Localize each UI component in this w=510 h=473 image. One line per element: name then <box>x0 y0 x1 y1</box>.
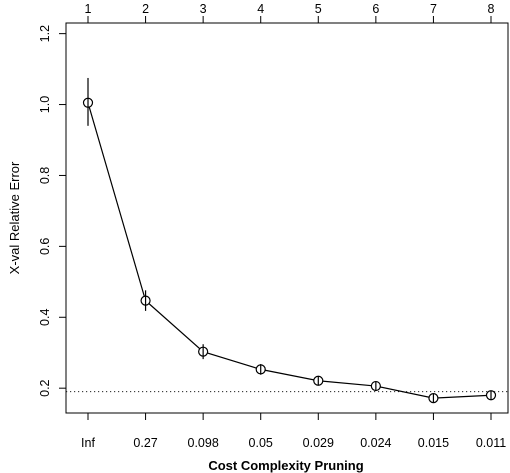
plot-frame <box>65 22 509 414</box>
top-tick-label: 1 <box>85 2 92 16</box>
x-tick-label: 0.029 <box>303 436 334 450</box>
y-tick-label: 0.6 <box>38 238 52 255</box>
x-tick-label: 0.011 <box>476 436 506 450</box>
y-tick-label: 1.2 <box>38 25 52 42</box>
y-axis: 0.2 0.4 0.6 0.8 1.0 1.2 <box>38 25 67 397</box>
bottom-axis: Inf 0.27 0.098 0.05 0.029 0.024 0.015 0.011 <box>81 412 506 450</box>
x-tick-label: 0.27 <box>133 436 157 450</box>
top-tick-label: 3 <box>200 2 207 16</box>
x-axis-title: Cost Complexity Pruning <box>208 458 363 473</box>
series-line <box>87 102 492 399</box>
x-tick-label: Inf <box>81 436 95 450</box>
top-tick-label: 5 <box>315 2 322 16</box>
y-axis-title: X-val Relative Error <box>7 161 22 274</box>
top-tick-label: 7 <box>430 2 437 16</box>
y-tick-label: 1.0 <box>38 96 52 113</box>
series-group <box>82 77 497 404</box>
y-tick-label: 0.2 <box>38 379 52 396</box>
top-tick-label: 4 <box>257 2 264 16</box>
x-tick-label: 0.05 <box>249 436 273 450</box>
top-tick-label: 6 <box>372 2 379 16</box>
y-tick-label: 0.8 <box>38 167 52 184</box>
top-tick-label: 8 <box>488 2 495 16</box>
y-tick-label: 0.4 <box>38 309 52 326</box>
x-tick-label: 0.098 <box>188 436 219 450</box>
top-tick-label: 2 <box>142 2 149 16</box>
x-tick-label: 0.015 <box>418 436 449 450</box>
top-axis: 1 2 3 4 5 6 7 8 <box>85 2 495 24</box>
x-tick-label: 0.024 <box>360 436 391 450</box>
